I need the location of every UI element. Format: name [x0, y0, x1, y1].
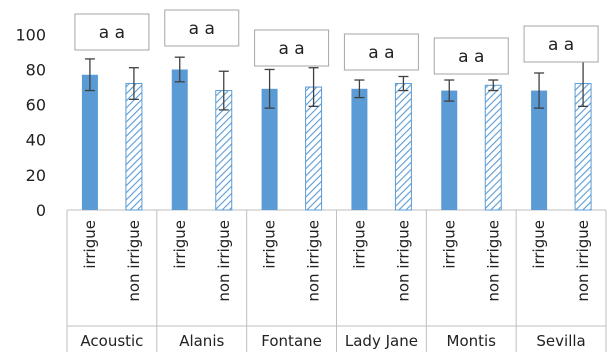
cultivar-label: Lady Jane	[345, 332, 418, 350]
significance-box	[433, 37, 509, 75]
significance-letters: a a	[278, 39, 304, 59]
bar-non-irrigue	[484, 84, 502, 211]
significance-letters: a a	[368, 43, 394, 63]
y-tick-label: 0	[36, 201, 46, 220]
bar-irrigue	[81, 74, 98, 210]
bar-irrigue	[531, 90, 548, 210]
significance-box	[254, 29, 330, 67]
cultivar-label: Acoustic	[80, 332, 143, 350]
significance-box	[343, 33, 419, 71]
significance-box	[523, 25, 599, 63]
bar-irrigue	[261, 88, 278, 210]
condition-label: non irrigue	[574, 220, 592, 302]
bar-irrigue	[441, 90, 458, 210]
condition-label: non irrigue	[394, 220, 412, 302]
y-tick-label: 80	[26, 60, 46, 79]
cultivar-label: Sevilla	[536, 332, 585, 350]
condition-label: irrigue	[350, 220, 368, 269]
condition-label: irrigue	[261, 220, 279, 269]
condition-label: non irrigue	[305, 220, 323, 302]
y-tick-label: 40	[26, 131, 46, 150]
condition-label: irrigue	[171, 220, 189, 269]
significance-box	[74, 13, 150, 51]
cultivar-label: Montis	[447, 332, 497, 350]
significance-box	[164, 9, 240, 47]
y-tick-label: 100	[15, 25, 46, 44]
significance-letters: a a	[458, 47, 484, 67]
bar-irrigue	[171, 69, 188, 210]
y-tick-label: 60	[26, 96, 46, 115]
condition-label: non irrigue	[484, 220, 502, 302]
condition-label: irrigue	[440, 220, 458, 269]
bar-non-irrigue	[125, 83, 143, 211]
condition-label: irrigue	[81, 220, 99, 269]
significance-letters: a a	[548, 35, 574, 55]
condition-label: non irrigue	[215, 220, 233, 302]
cultivar-label: Alanis	[179, 332, 224, 350]
y-tick-label: 20	[26, 166, 46, 185]
bar-irrigue	[351, 88, 368, 210]
condition-label: non irrigue	[125, 220, 143, 302]
condition-label: irrigue	[530, 220, 548, 269]
bar-non-irrigue	[394, 83, 412, 211]
cultivar-label: Fontane	[261, 332, 322, 350]
significance-letters: a a	[99, 23, 125, 43]
significance-letters: a a	[189, 19, 215, 39]
